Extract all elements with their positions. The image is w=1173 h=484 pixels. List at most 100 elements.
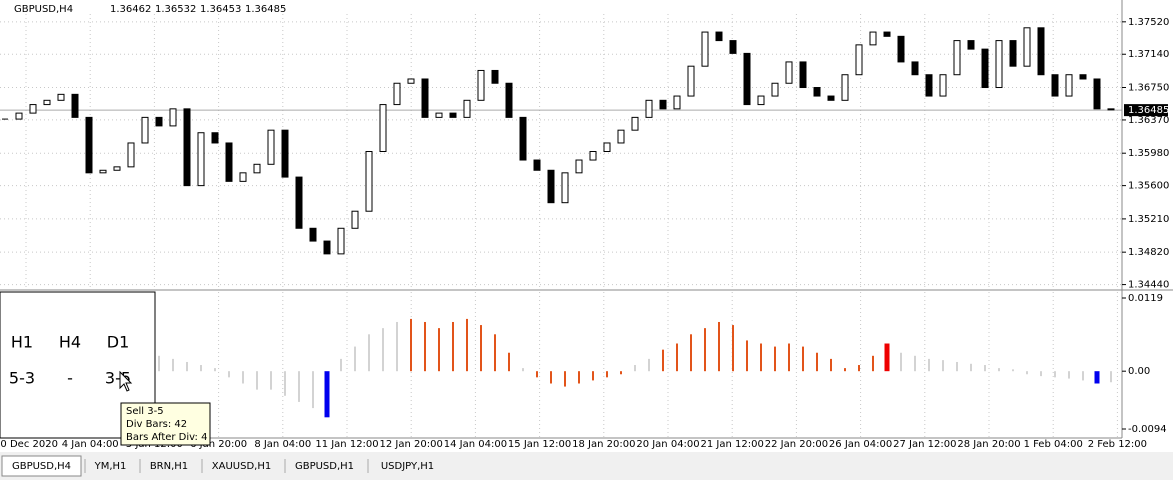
ohlc-value: 1.36462 [110,4,151,15]
candle [1065,74,1073,97]
tab-label[interactable]: YM,H1 [94,461,127,472]
tooltip-line: Div Bars: 42 [126,419,187,430]
histogram-bar [592,371,594,381]
histogram-bar [676,343,678,372]
histogram-bar [256,371,258,390]
timeframe-header: H4 [59,333,81,352]
histogram-bar [1094,371,1100,384]
tab-label[interactable]: XAUUSD,H1 [212,461,271,472]
timeframe-header: H1 [11,333,33,352]
histogram-bar [466,318,468,372]
tab[interactable] [1,455,82,477]
histogram-bar [1040,371,1042,377]
histogram-bar [746,340,748,372]
histogram-bar [956,361,958,372]
candle [57,93,65,101]
time-tick-label: 8 Jan 04:00 [254,439,311,450]
time-tick-label: 1 Feb 04:00 [1024,439,1083,450]
candle [911,61,919,76]
histogram-bar [900,352,902,372]
histogram-bar [424,321,426,372]
candle [43,99,51,106]
tab-label[interactable]: GBPUSD,H1 [295,461,354,472]
histogram-bar [760,343,762,372]
candle [953,40,961,76]
price-label: 1.36485 [1128,105,1169,116]
tab[interactable] [285,456,364,476]
candle [491,69,499,84]
candle [925,74,933,97]
candle [855,44,863,76]
candle [155,116,163,127]
tab[interactable] [368,456,447,476]
candle [701,31,709,67]
histogram-bar [324,371,330,418]
candle [113,166,121,171]
candle [995,40,1003,89]
timeframe-header: D1 [107,333,130,352]
time-tick-label: 30 Dec 2020 [0,439,58,450]
ohlc-value: 1.36485 [245,4,286,15]
histogram-bar [396,321,398,372]
candle [1051,74,1059,97]
price-tick-label: 1.36370 [1128,115,1169,126]
tab-label[interactable]: BRN,H1 [150,461,188,472]
candle [589,151,597,161]
candle [967,40,975,50]
tab[interactable] [140,456,198,476]
candle [729,40,737,54]
candle [71,93,79,118]
histogram-bar [578,371,580,384]
candle [785,61,793,84]
candle [575,159,583,174]
histogram-bar [662,349,664,372]
histogram-bar [928,358,930,372]
candle [547,169,555,204]
histogram-bar [298,371,300,402]
tab-label[interactable]: USDJPY,H1 [381,461,434,472]
candle [771,82,779,97]
candle [715,31,723,42]
candle [883,31,891,37]
candle [757,95,765,106]
signal: 5-3 [9,369,35,388]
time-tick-label: 27 Jan 12:00 [893,439,956,450]
indicator-tick-label: 0.0119 [1128,293,1163,304]
tab[interactable] [85,456,136,476]
time-tick-label: 21 Jan 12:00 [701,439,764,450]
time-tick-label: 4 Jan 04:00 [62,439,119,450]
histogram-bar [284,371,286,396]
histogram-bar [942,360,944,372]
histogram-bar [1068,371,1070,379]
candle [1009,40,1017,67]
candle [743,52,751,106]
tooltip-line: Bars After Div: 4 [126,432,207,443]
histogram-bar [536,371,538,378]
candle [939,74,947,97]
signal: - [67,369,73,388]
histogram-bar [564,371,566,387]
price-tick-label: 1.35210 [1128,214,1169,225]
time-tick-label: 14 Jan 04:00 [444,439,507,450]
candle [1093,78,1101,110]
histogram-bar [732,325,734,372]
histogram-bar [382,328,384,372]
histogram-bar [634,365,636,372]
candle [1023,27,1031,67]
tab-label[interactable]: GBPUSD,H4 [12,461,71,472]
candle [183,108,191,187]
histogram-bar [1026,371,1028,375]
price-tick-label: 1.35600 [1128,181,1169,192]
time-tick-label: 18 Jan 20:00 [572,439,635,450]
candle [309,227,317,242]
candle [869,31,877,46]
candle [1107,108,1115,111]
tab[interactable] [202,456,281,476]
histogram-bar [172,358,174,372]
histogram-bar [522,368,524,372]
candle [813,87,821,97]
histogram-bar [1110,371,1112,383]
candle [561,172,569,204]
time-tick-label: 11 Jan 12:00 [315,439,378,450]
